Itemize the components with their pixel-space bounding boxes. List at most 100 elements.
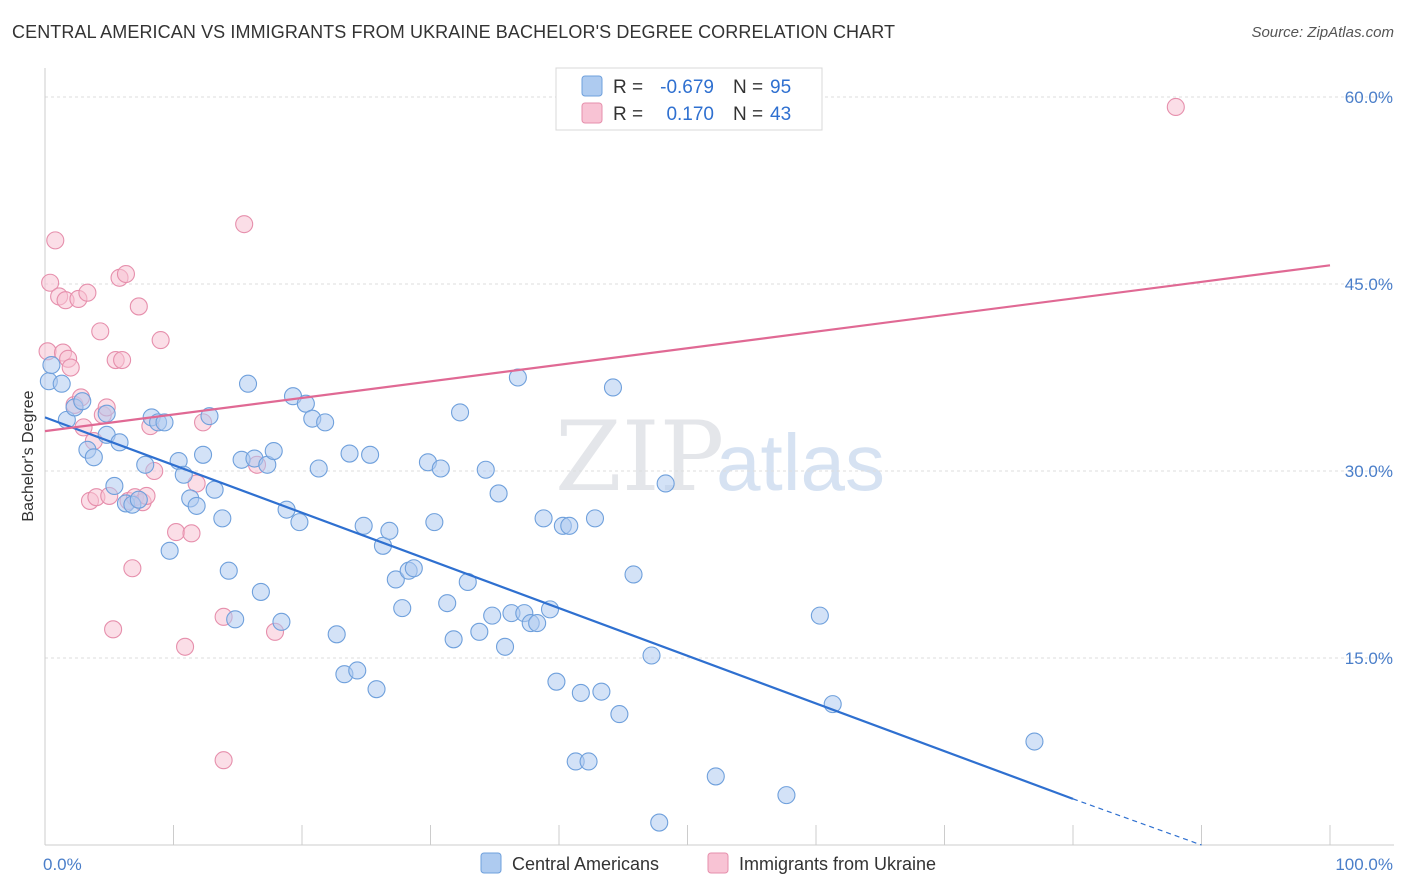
central-american-point xyxy=(476,460,495,479)
central-american-point xyxy=(489,484,508,503)
ukraine-point xyxy=(1166,97,1185,117)
central-american-point xyxy=(97,404,116,423)
central-american-point xyxy=(160,541,179,560)
central-american-point xyxy=(431,459,450,478)
ukraine-point xyxy=(113,350,132,370)
central-american-point xyxy=(451,403,470,422)
central-american-point xyxy=(309,459,328,478)
central-american-point xyxy=(316,413,335,432)
stats-legend: R = -0.679 N = 95 R = 0.170 N = 43 xyxy=(555,67,823,131)
central-american-point xyxy=(810,606,829,625)
trend-lines xyxy=(44,264,1331,846)
trend-line-central-americans xyxy=(44,416,1074,800)
central-american-point xyxy=(272,612,291,631)
central-american-point xyxy=(219,561,238,580)
trend-line-extension xyxy=(1072,798,1202,846)
central-american-point xyxy=(73,392,92,411)
legend-label-ukraine: Immigrants from Ukraine xyxy=(739,854,936,874)
central-american-point xyxy=(205,480,224,499)
central-american-point xyxy=(571,683,590,702)
central-american-point xyxy=(52,374,71,393)
y-tick-label: 60.0% xyxy=(1345,88,1393,107)
x-tick-label-max: 100.0% xyxy=(1335,855,1393,874)
x-tick-label-min: 0.0% xyxy=(43,855,82,874)
y-tick-labels: 15.0% 30.0% 45.0% 60.0% xyxy=(1345,88,1393,668)
central-american-point xyxy=(706,767,725,786)
ukraine-point xyxy=(104,620,123,639)
central-american-point xyxy=(264,442,283,461)
central-american-point xyxy=(354,516,373,535)
central-american-point xyxy=(585,509,605,528)
ukraine-point xyxy=(167,523,186,542)
central-american-point xyxy=(560,516,579,535)
central-american-point xyxy=(42,355,61,375)
stats-r-value-blue: -0.679 xyxy=(660,77,714,98)
scatter-points xyxy=(38,97,1185,832)
ukraine-point xyxy=(61,358,80,377)
central-american-point xyxy=(483,606,502,625)
central-american-point xyxy=(386,570,405,589)
central-american-point xyxy=(777,786,796,805)
central-american-point xyxy=(425,513,444,532)
central-american-point xyxy=(642,646,661,665)
central-american-point xyxy=(340,444,359,463)
central-american-point xyxy=(380,521,399,540)
central-american-point xyxy=(495,637,515,656)
central-american-point xyxy=(226,610,245,629)
central-american-point xyxy=(129,490,148,509)
central-american-point xyxy=(348,661,367,680)
central-american-point xyxy=(470,622,489,641)
ukraine-point xyxy=(151,331,170,350)
central-american-point xyxy=(1025,732,1044,751)
ukraine-point xyxy=(116,264,136,284)
central-american-point xyxy=(200,407,219,426)
watermark-zip: ZIP xyxy=(555,401,724,513)
stats-n-label-blue: N = xyxy=(733,77,763,98)
x-axis-ticks xyxy=(173,825,1331,845)
watermark-atlas: atlas xyxy=(716,418,885,507)
central-american-point xyxy=(624,565,643,584)
central-american-point xyxy=(187,496,206,515)
stats-n-value-blue: 95 xyxy=(770,77,791,98)
y-axis-label: Bachelor's Degree xyxy=(20,390,37,521)
central-american-point xyxy=(579,752,598,771)
central-american-point xyxy=(290,513,309,532)
stats-swatch-pink xyxy=(581,102,603,124)
central-american-point xyxy=(238,374,258,393)
central-american-point xyxy=(84,448,103,467)
chart-title: CENTRAL AMERICAN VS IMMIGRANTS FROM UKRA… xyxy=(12,22,896,42)
y-tick-label: 45.0% xyxy=(1345,275,1393,294)
central-american-point xyxy=(650,813,669,832)
stats-n-label-pink: N = xyxy=(733,104,763,125)
central-american-point xyxy=(438,594,457,613)
central-american-point xyxy=(296,394,315,413)
central-american-point xyxy=(610,705,629,724)
central-american-point xyxy=(361,445,380,464)
ukraine-point xyxy=(214,751,233,770)
ukraine-point xyxy=(41,273,60,292)
legend-swatch-ukraine xyxy=(707,852,729,874)
central-american-point xyxy=(367,680,386,699)
central-american-point xyxy=(540,600,560,619)
central-american-point xyxy=(534,509,553,528)
stats-n-value-pink: 43 xyxy=(770,104,791,125)
ukraine-point xyxy=(176,637,195,656)
central-american-point xyxy=(194,445,213,464)
central-american-point xyxy=(251,582,270,601)
central-american-point xyxy=(656,474,675,493)
legend-label-central-americans: Central Americans xyxy=(512,854,659,874)
ukraine-point xyxy=(123,559,142,578)
legend-swatch-central-americans xyxy=(480,852,502,874)
stats-swatch-blue xyxy=(581,75,603,97)
central-american-point xyxy=(327,625,346,644)
ukraine-point xyxy=(46,231,65,250)
y-tick-label: 15.0% xyxy=(1345,649,1393,668)
y-tick-label: 30.0% xyxy=(1345,462,1393,481)
ukraine-point xyxy=(182,524,201,543)
ukraine-point xyxy=(91,322,110,341)
stats-r-label-pink: R = xyxy=(613,104,643,125)
central-american-point xyxy=(155,413,174,432)
ukraine-point xyxy=(129,297,148,316)
stats-r-value-pink: 0.170 xyxy=(666,104,714,125)
